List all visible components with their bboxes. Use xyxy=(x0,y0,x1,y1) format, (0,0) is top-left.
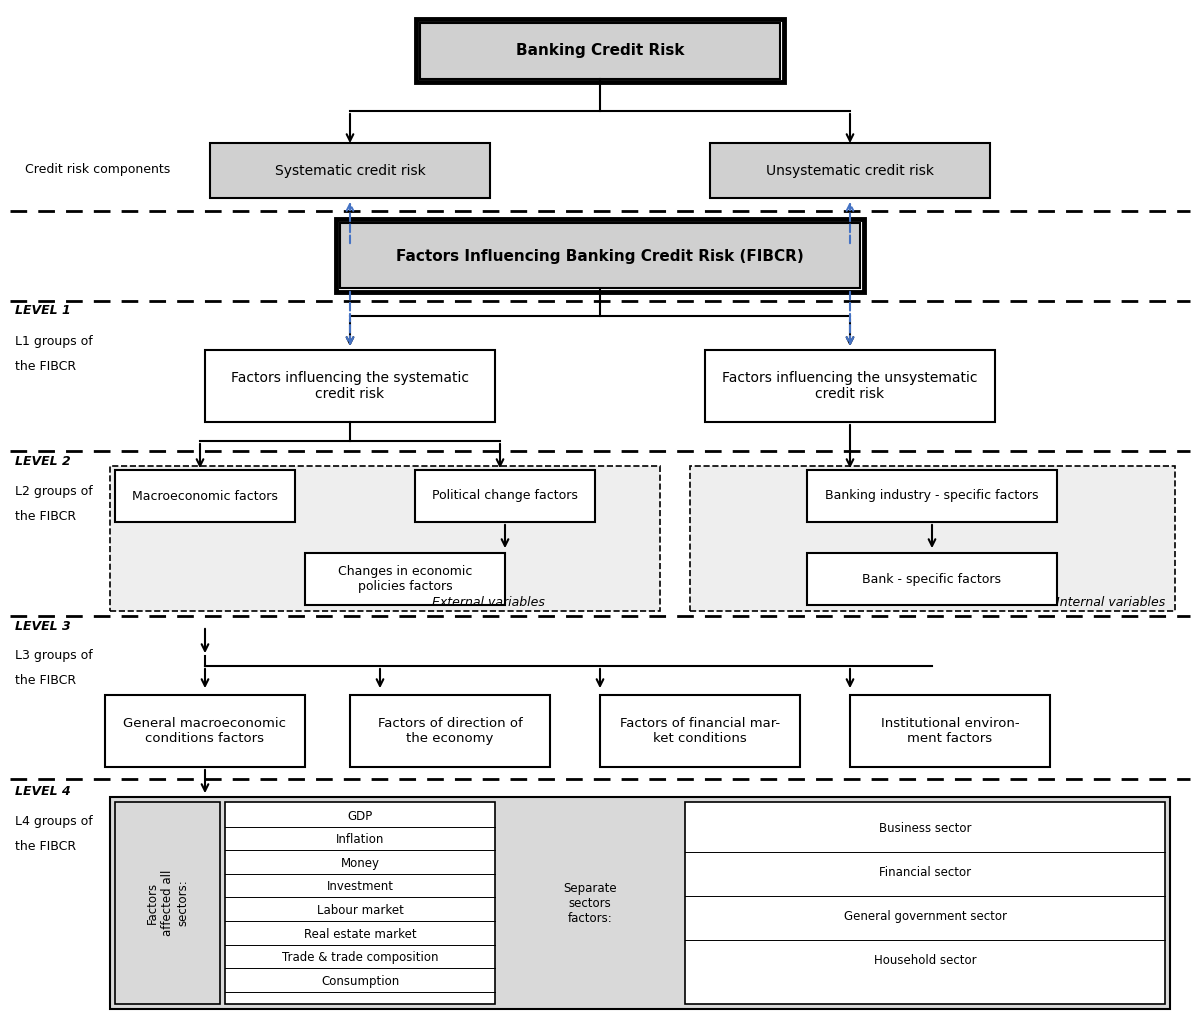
Text: LEVEL 1: LEVEL 1 xyxy=(14,304,71,318)
FancyBboxPatch shape xyxy=(510,803,670,1004)
Text: External variables: External variables xyxy=(432,596,545,610)
FancyBboxPatch shape xyxy=(305,553,505,605)
FancyBboxPatch shape xyxy=(415,470,595,522)
Text: the FIBCR: the FIBCR xyxy=(14,839,76,853)
FancyBboxPatch shape xyxy=(115,470,295,522)
Text: Factors of direction of
the economy: Factors of direction of the economy xyxy=(378,717,522,745)
Text: Business sector: Business sector xyxy=(878,822,971,834)
Text: Systematic credit risk: Systematic credit risk xyxy=(275,164,425,178)
Text: Banking Credit Risk: Banking Credit Risk xyxy=(516,44,684,58)
Text: Factors influencing the unsystematic
credit risk: Factors influencing the unsystematic cre… xyxy=(722,371,978,401)
FancyBboxPatch shape xyxy=(710,144,990,198)
FancyBboxPatch shape xyxy=(340,224,860,289)
Text: the FIBCR: the FIBCR xyxy=(14,675,76,687)
Text: L4 groups of: L4 groups of xyxy=(14,815,92,827)
FancyBboxPatch shape xyxy=(110,797,1170,1009)
Text: Factors
affected all
sectors:: Factors affected all sectors: xyxy=(146,870,188,936)
FancyBboxPatch shape xyxy=(600,695,800,767)
Text: Institutional environ-
ment factors: Institutional environ- ment factors xyxy=(881,717,1019,745)
FancyBboxPatch shape xyxy=(706,350,995,422)
Text: Political change factors: Political change factors xyxy=(432,489,578,502)
Text: Changes in economic
policies factors: Changes in economic policies factors xyxy=(338,565,472,593)
Text: Credit risk components: Credit risk components xyxy=(25,162,170,176)
FancyBboxPatch shape xyxy=(685,803,1165,1004)
Text: Unsystematic credit risk: Unsystematic credit risk xyxy=(766,164,934,178)
FancyBboxPatch shape xyxy=(350,695,550,767)
FancyBboxPatch shape xyxy=(226,803,496,1004)
Text: Money: Money xyxy=(341,857,379,870)
Text: LEVEL 4: LEVEL 4 xyxy=(14,784,71,797)
Text: Consumption: Consumption xyxy=(320,975,400,988)
Text: Trade & trade composition: Trade & trade composition xyxy=(282,952,438,964)
FancyBboxPatch shape xyxy=(205,350,494,422)
Text: Banking industry - specific factors: Banking industry - specific factors xyxy=(826,489,1039,502)
Text: Factors of financial mar-
ket conditions: Factors of financial mar- ket conditions xyxy=(620,717,780,745)
Text: the FIBCR: the FIBCR xyxy=(14,359,76,373)
Text: Bank - specific factors: Bank - specific factors xyxy=(863,573,1002,585)
Text: L3 groups of: L3 groups of xyxy=(14,649,92,663)
Text: L1 groups of: L1 groups of xyxy=(14,335,92,347)
Text: Factors influencing the systematic
credit risk: Factors influencing the systematic credi… xyxy=(230,371,469,401)
FancyBboxPatch shape xyxy=(808,470,1057,522)
Text: LEVEL 2: LEVEL 2 xyxy=(14,454,71,468)
Text: Separate
sectors
factors:: Separate sectors factors: xyxy=(563,881,617,924)
FancyBboxPatch shape xyxy=(850,695,1050,767)
FancyBboxPatch shape xyxy=(110,466,660,611)
Text: Macroeconomic factors: Macroeconomic factors xyxy=(132,489,278,502)
Text: GDP: GDP xyxy=(347,810,373,823)
Text: General macroeconomic
conditions factors: General macroeconomic conditions factors xyxy=(124,717,287,745)
FancyBboxPatch shape xyxy=(106,695,305,767)
Text: Internal variables: Internal variables xyxy=(1056,596,1165,610)
FancyBboxPatch shape xyxy=(690,466,1175,611)
Text: the FIBCR: the FIBCR xyxy=(14,509,76,523)
Text: Investment: Investment xyxy=(326,880,394,893)
Text: L2 groups of: L2 groups of xyxy=(14,485,92,497)
Text: Real estate market: Real estate market xyxy=(304,928,416,940)
Text: LEVEL 3: LEVEL 3 xyxy=(14,620,71,632)
FancyBboxPatch shape xyxy=(420,23,780,79)
Text: Labour market: Labour market xyxy=(317,904,403,917)
FancyBboxPatch shape xyxy=(210,144,490,198)
Text: Factors Influencing Banking Credit Risk (FIBCR): Factors Influencing Banking Credit Risk … xyxy=(396,248,804,263)
Text: General government sector: General government sector xyxy=(844,910,1007,923)
Text: Inflation: Inflation xyxy=(336,833,384,846)
FancyBboxPatch shape xyxy=(808,553,1057,605)
Text: Financial sector: Financial sector xyxy=(878,866,971,878)
FancyBboxPatch shape xyxy=(115,803,220,1004)
Text: Household sector: Household sector xyxy=(874,954,977,967)
